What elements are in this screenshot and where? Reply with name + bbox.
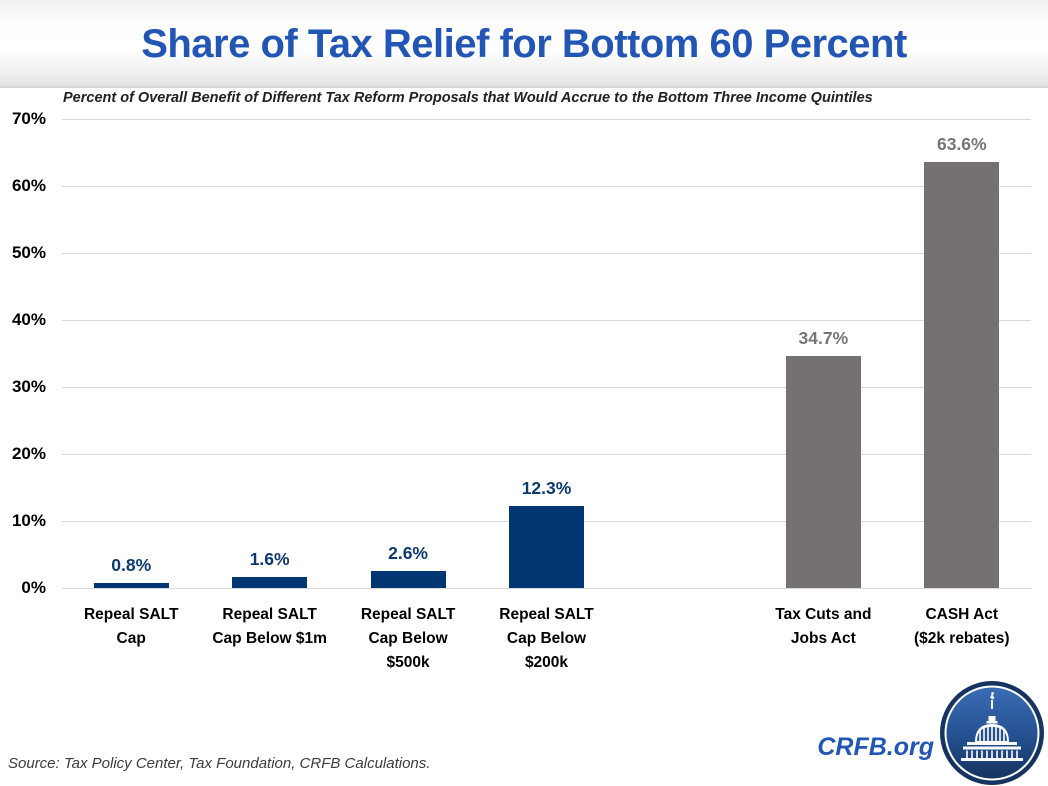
source-note: Source: Tax Policy Center, Tax Foundatio… — [8, 755, 431, 772]
bar-cash-act-2k-rebates- — [924, 161, 1000, 588]
gridline-40 — [62, 319, 1031, 321]
crfb-capitol-logo — [939, 680, 1045, 786]
category-label-line: Repeal SALT — [360, 606, 456, 623]
category-label-line: ($2k rebates) — [913, 630, 1010, 647]
bar-value-label: 63.6% — [936, 133, 987, 154]
category-label-line: Repeal SALT — [83, 606, 179, 623]
bar-value-label: 34.7% — [798, 327, 849, 348]
bar-tax-cuts-and-jobs-act — [785, 355, 861, 588]
gridline-20 — [62, 453, 1031, 455]
bar-value-label: 2.6% — [388, 542, 428, 563]
bar-repeal-salt-cap-below-500k — [370, 570, 446, 588]
gridline-60 — [62, 185, 1031, 187]
category-label-line: $500k — [386, 654, 430, 671]
category-label: CASH Act ($2k rebates) — [892, 603, 1032, 651]
y-axis-tick-label: 40% — [11, 310, 46, 329]
category-label: Repeal SALT Cap — [61, 603, 201, 651]
category-label: Tax Cuts and Jobs Act — [753, 603, 893, 651]
gridline-0 — [62, 587, 1031, 589]
bar-repeal-salt-cap — [93, 582, 169, 588]
crfb-org-link[interactable]: CRFB.org — [817, 733, 934, 761]
category-label-line: Repeal SALT — [222, 606, 317, 623]
y-axis-tick-label: 0% — [21, 578, 46, 597]
category-label-line: Cap Below — [506, 630, 587, 647]
y-axis-tick-label: 20% — [11, 444, 46, 463]
y-axis-tick-label: 10% — [11, 511, 46, 530]
category-label: Repeal SALT Cap Below $500k — [338, 603, 478, 675]
gridline-30 — [62, 386, 1031, 388]
category-label-line: $200k — [524, 654, 569, 671]
category-label: Repeal SALT Cap Below $1m — [200, 603, 340, 651]
bar-value-label: 12.3% — [521, 477, 572, 498]
category-label-line: Cap Below — [368, 630, 448, 647]
category-label-line: Cap — [116, 630, 146, 647]
gridline-50 — [62, 252, 1031, 254]
y-axis-tick-label: 30% — [11, 377, 46, 396]
bar-repeal-salt-cap-below-200k — [509, 505, 584, 588]
category-label-line: Repeal SALT — [499, 606, 594, 623]
category-label-line: Tax Cuts and — [775, 606, 872, 623]
category-label-line: Jobs Act — [790, 630, 856, 647]
chart-subtitle: Percent of Overall Benefit of Different … — [63, 90, 873, 106]
gridline-70 — [62, 118, 1031, 120]
capitol-dome-icon — [940, 681, 1044, 785]
category-label-line: Cap Below $1m — [212, 630, 327, 647]
y-axis-tick-label: 70% — [11, 109, 46, 128]
y-axis-tick-label: 60% — [11, 176, 46, 195]
header-band: Share of Tax Relief for Bottom 60 Percen… — [0, 0, 1048, 88]
bar-value-label: 1.6% — [249, 549, 290, 570]
page-title: Share of Tax Relief for Bottom 60 Percen… — [141, 22, 907, 66]
category-label: Repeal SALT Cap Below $200k — [477, 603, 617, 675]
y-axis-tick-label: 50% — [11, 243, 46, 262]
bar-value-label: 0.8% — [111, 554, 152, 575]
bar-repeal-salt-cap-below-1m — [232, 577, 308, 588]
category-label-line: CASH Act — [925, 606, 999, 623]
